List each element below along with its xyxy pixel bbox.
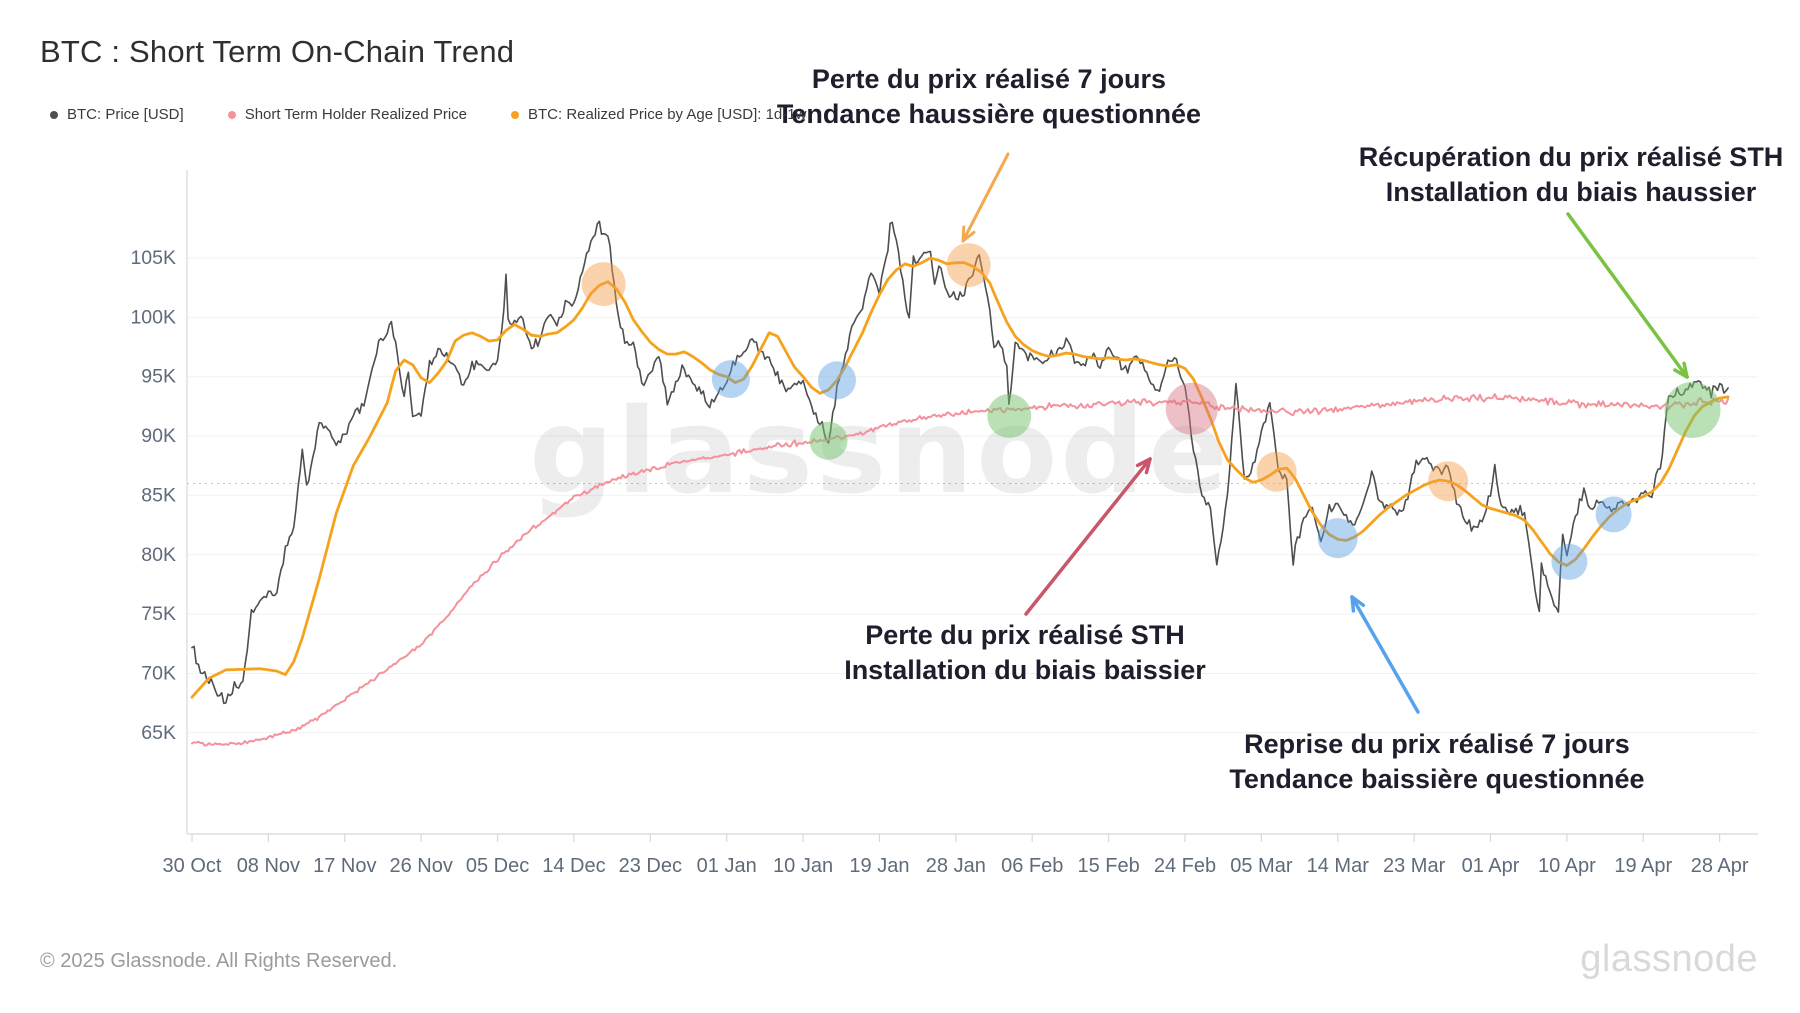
annotation-line: Installation du biais baissier: [844, 655, 1206, 685]
svg-text:06 Feb: 06 Feb: [1001, 855, 1063, 877]
annotation-line: Installation du biais haussier: [1385, 177, 1757, 207]
annotation-line: Récupération du prix réalisé STH: [1358, 142, 1784, 172]
annotation-loss-realized-price-7d: Perte du prix réalisé 7 jours Tendance h…: [709, 62, 1269, 132]
svg-text:14 Dec: 14 Dec: [542, 855, 605, 877]
svg-text:30 Oct: 30 Oct: [163, 855, 222, 877]
svg-text:28 Jan: 28 Jan: [926, 855, 986, 877]
svg-text:100K: 100K: [130, 306, 176, 328]
svg-text:17 Nov: 17 Nov: [313, 855, 376, 877]
legend-label: Short Term Holder Realized Price: [244, 106, 467, 123]
svg-text:10 Apr: 10 Apr: [1538, 855, 1596, 877]
annotation-line: Tendance baissière questionnée: [1229, 764, 1645, 794]
svg-text:28 Apr: 28 Apr: [1691, 855, 1749, 877]
svg-text:19 Apr: 19 Apr: [1614, 855, 1672, 877]
svg-text:80K: 80K: [141, 544, 176, 566]
annotation-reclaim-realized-price-7d: Reprise du prix réalisé 7 jours Tendance…: [1157, 727, 1717, 797]
annotation-recovery-sth-price: Récupération du prix réalisé STH Install…: [1341, 140, 1800, 210]
svg-text:23 Dec: 23 Dec: [619, 855, 682, 877]
svg-text:23 Mar: 23 Mar: [1383, 855, 1446, 877]
svg-text:85K: 85K: [141, 484, 176, 506]
svg-text:65K: 65K: [141, 722, 176, 744]
svg-text:14 Mar: 14 Mar: [1307, 855, 1370, 877]
svg-text:24 Feb: 24 Feb: [1154, 855, 1216, 877]
legend-dot-icon: [50, 110, 58, 119]
annotation-line: Perte du prix réalisé STH: [865, 620, 1185, 650]
svg-text:19 Jan: 19 Jan: [849, 855, 909, 877]
svg-text:01 Jan: 01 Jan: [697, 855, 757, 877]
legend-item-btc-price: BTC: Price [USD]: [50, 106, 184, 123]
legend-item-realized-price-by-age: BTC: Realized Price by Age [USD]: 1d-1w: [511, 106, 806, 123]
svg-text:26 Nov: 26 Nov: [389, 855, 452, 877]
annotation-loss-sth-price: Perte du prix réalisé STH Installation d…: [765, 618, 1285, 688]
legend-label: BTC: Price [USD]: [67, 106, 184, 123]
svg-text:01 Apr: 01 Apr: [1462, 855, 1520, 877]
legend-dot-icon: [511, 110, 519, 119]
annotation-line: Reprise du prix réalisé 7 jours: [1244, 729, 1630, 759]
svg-text:75K: 75K: [141, 603, 176, 625]
svg-text:08 Nov: 08 Nov: [237, 855, 300, 877]
svg-text:05 Dec: 05 Dec: [466, 855, 529, 877]
copyright-text: © 2025 Glassnode. All Rights Reserved.: [40, 950, 398, 972]
svg-text:90K: 90K: [141, 425, 176, 447]
annotation-line: Perte du prix réalisé 7 jours: [811, 64, 1167, 94]
svg-text:95K: 95K: [141, 366, 176, 388]
svg-text:70K: 70K: [141, 662, 176, 684]
legend-dot-icon: [227, 110, 236, 119]
svg-text:glassnode: glassnode: [529, 382, 1231, 520]
svg-text:10 Jan: 10 Jan: [773, 855, 833, 877]
glassnode-wordmark: glassnode: [1580, 938, 1758, 980]
chart-legend: BTC: Price [USD] Short Term Holder Reali…: [50, 106, 806, 123]
legend-item-sth-realized-price: Short Term Holder Realized Price: [227, 106, 467, 123]
annotation-line: Tendance haussière questionnée: [776, 99, 1202, 129]
svg-text:05 Mar: 05 Mar: [1230, 855, 1293, 877]
svg-text:15 Feb: 15 Feb: [1077, 855, 1139, 877]
svg-text:105K: 105K: [130, 247, 176, 269]
page-title: BTC : Short Term On-Chain Trend: [40, 34, 515, 69]
legend-label: BTC: Realized Price by Age [USD]: 1d-1w: [528, 106, 807, 123]
